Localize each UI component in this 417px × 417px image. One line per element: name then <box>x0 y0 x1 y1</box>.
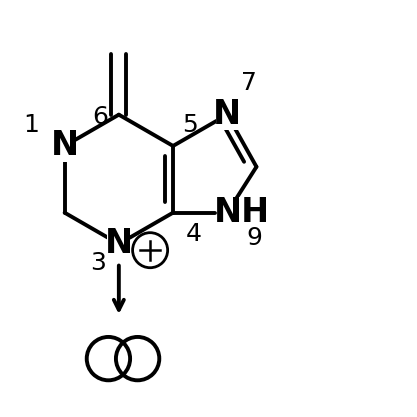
Text: 1: 1 <box>23 113 39 137</box>
Text: 3: 3 <box>90 251 106 275</box>
FancyBboxPatch shape <box>107 229 130 259</box>
Text: 4: 4 <box>186 221 202 246</box>
Text: 5: 5 <box>182 113 198 137</box>
FancyBboxPatch shape <box>53 130 76 161</box>
Text: NH: NH <box>214 196 270 229</box>
FancyBboxPatch shape <box>223 197 261 229</box>
Text: 9: 9 <box>246 226 262 250</box>
Text: N: N <box>213 98 241 131</box>
Text: 7: 7 <box>241 71 257 95</box>
Text: 6: 6 <box>92 105 108 129</box>
Text: N: N <box>50 129 79 163</box>
Text: N: N <box>105 227 133 261</box>
FancyBboxPatch shape <box>216 99 239 130</box>
